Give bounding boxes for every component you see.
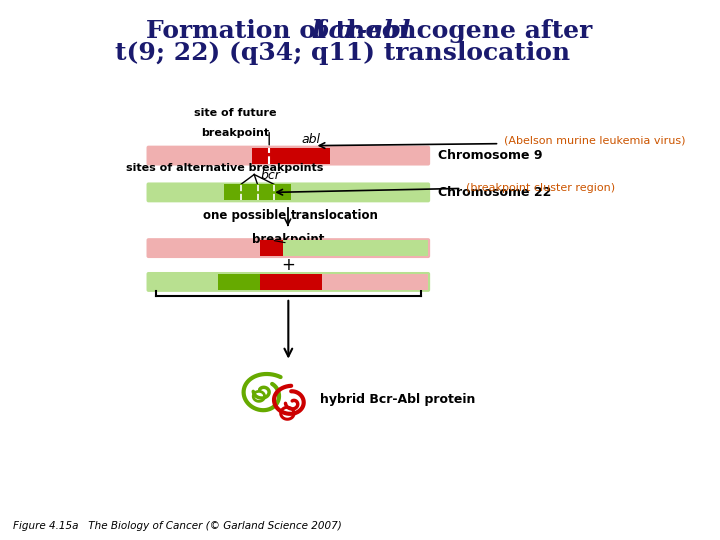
Bar — [224, 185, 291, 200]
Text: sites of alternative breakpoints: sites of alternative breakpoints — [125, 163, 323, 172]
Text: (breakpoint cluster region): (breakpoint cluster region) — [466, 184, 616, 193]
Text: abl: abl — [301, 133, 320, 146]
Bar — [322, 274, 428, 290]
Bar — [218, 274, 261, 290]
Text: Chromosome 9: Chromosome 9 — [438, 149, 542, 162]
Text: bcr-abl: bcr-abl — [312, 19, 411, 43]
Text: Figure 4.15a   The Biology of Cancer (© Garland Science 2007): Figure 4.15a The Biology of Cancer (© Ga… — [13, 521, 341, 531]
Text: Chromosome 22: Chromosome 22 — [438, 186, 551, 199]
FancyBboxPatch shape — [147, 183, 430, 202]
Bar — [261, 240, 283, 256]
Text: +: + — [282, 256, 295, 274]
FancyBboxPatch shape — [147, 272, 430, 292]
Bar — [261, 274, 322, 290]
Text: Formation of the: Formation of the — [145, 19, 390, 43]
Text: t(9; 22) (q34; q11) translocation: t(9; 22) (q34; q11) translocation — [115, 41, 570, 65]
Bar — [283, 240, 428, 256]
Text: oncogene after: oncogene after — [373, 19, 593, 43]
Text: one possible: one possible — [203, 209, 286, 222]
Text: translocation: translocation — [291, 209, 379, 222]
Text: site of future: site of future — [194, 108, 277, 118]
Text: bcr: bcr — [261, 170, 281, 183]
Text: hybrid Bcr-Abl protein: hybrid Bcr-Abl protein — [320, 393, 475, 406]
Text: breakpoint: breakpoint — [252, 233, 324, 246]
FancyBboxPatch shape — [147, 238, 430, 258]
Text: breakpoint: breakpoint — [202, 128, 270, 138]
FancyBboxPatch shape — [147, 146, 430, 166]
Text: (Abelson murine leukemia virus): (Abelson murine leukemia virus) — [504, 136, 685, 146]
Bar — [252, 147, 330, 164]
